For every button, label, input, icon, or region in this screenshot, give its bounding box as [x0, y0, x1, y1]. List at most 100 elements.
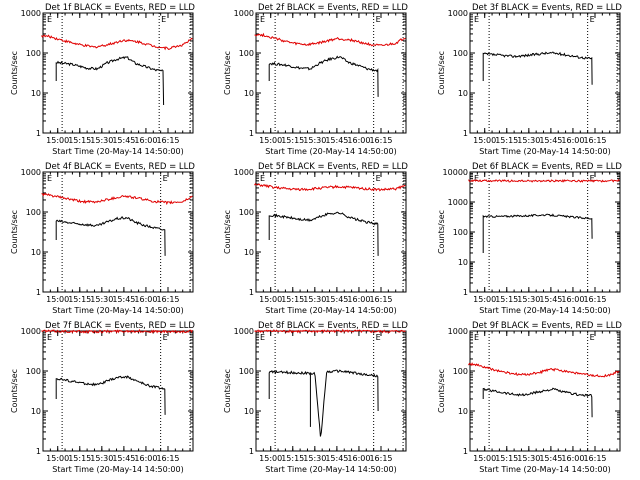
x-tick-label: 16:15	[369, 136, 392, 145]
event-marker: E	[590, 174, 595, 183]
x-tick-label: 15:15	[281, 454, 304, 463]
x-tick-label: 15:45	[325, 295, 348, 304]
y-tick-label: 1	[36, 129, 41, 138]
x-tick-label: 15:00	[473, 295, 496, 304]
y-tick-label: 1	[463, 129, 468, 138]
panel-title: Det 7f BLACK = Events, RED = LLD	[45, 321, 195, 331]
events-series-line	[482, 213, 593, 253]
event-marker: E	[590, 15, 595, 24]
lld-series-line	[41, 34, 193, 51]
x-axis-label: Start Time (20-May-14 14:50:00)	[265, 465, 396, 474]
x-tick-label: 16:15	[156, 136, 179, 145]
detector-panel: Det 4f BLACK = Events, RED = LLD 1 10 100 10…	[10, 162, 195, 315]
y-tick-label: 10000	[443, 168, 468, 177]
x-tick-label: 15:15	[68, 454, 91, 463]
event-marker: E	[474, 333, 479, 342]
event-marker: E	[474, 15, 479, 24]
x-tick-label: 16:00	[347, 136, 370, 145]
x-tick-label: 16:00	[561, 136, 584, 145]
panel-title: Det 8f BLACK = Events, RED = LLD	[258, 321, 408, 331]
y-tick-label: 10	[244, 89, 254, 98]
y-tick-label: 10	[31, 89, 41, 98]
events-series-line	[55, 56, 165, 106]
event-marker: E	[47, 333, 52, 342]
x-tick-label: 15:15	[495, 454, 518, 463]
y-tick-label: 100	[26, 367, 41, 376]
event-marker: E	[376, 174, 381, 183]
y-tick-label: 10	[31, 407, 41, 416]
x-axis-label: Start Time (20-May-14 14:50:00)	[52, 306, 183, 315]
x-tick-label: 15:30	[90, 295, 113, 304]
y-tick-label: 10	[458, 258, 468, 267]
x-tick-label: 16:15	[583, 136, 606, 145]
plot-frame	[255, 330, 407, 452]
detector-panel: Det 3f BLACK = Events, RED = LLD 1 10 100 10…	[437, 3, 622, 156]
x-tick-label: 15:00	[473, 136, 496, 145]
panel-title: Det 1f BLACK = Events, RED = LLD	[45, 3, 195, 13]
x-tick-label: 16:00	[134, 454, 157, 463]
plot-frame	[469, 330, 621, 452]
events-series-line	[268, 55, 379, 97]
x-tick-label: 15:00	[46, 454, 69, 463]
y-tick-label: 100	[239, 49, 254, 58]
x-tick-label: 16:15	[369, 454, 392, 463]
detector-panel: Det 5f BLACK = Events, RED = LLD 1 10 100 10…	[223, 162, 408, 315]
detector-panel: Det 2f BLACK = Events, RED = LLD 1 10 100 10…	[223, 3, 408, 156]
y-tick-label: 10	[458, 407, 468, 416]
y-tick-label: 1	[36, 288, 41, 297]
y-tick-label: 10	[244, 407, 254, 416]
x-tick-label: 15:30	[517, 454, 540, 463]
lld-series-line	[254, 328, 406, 334]
x-tick-label: 16:00	[134, 136, 157, 145]
event-marker: E	[260, 15, 265, 24]
x-tick-label: 15:30	[90, 136, 113, 145]
x-tick-label: 16:00	[347, 454, 370, 463]
x-tick-label: 15:45	[539, 136, 562, 145]
y-tick-label: 1000	[234, 9, 254, 18]
x-tick-label: 15:30	[90, 454, 113, 463]
lld-series-line	[254, 183, 406, 192]
y-tick-label: 100	[26, 208, 41, 217]
y-tick-label: 1000	[448, 9, 468, 18]
lld-series-line	[41, 192, 193, 206]
lld-series-line	[254, 32, 406, 47]
x-axis-label: Start Time (20-May-14 14:50:00)	[265, 147, 396, 156]
y-tick-label: 1000	[21, 168, 41, 177]
x-tick-label: 15:15	[281, 295, 304, 304]
y-tick-label: 1000	[234, 168, 254, 177]
x-axis-label: Start Time (20-May-14 14:50:00)	[52, 147, 183, 156]
y-tick-label: 10	[244, 248, 254, 257]
x-tick-label: 15:45	[325, 454, 348, 463]
x-tick-label: 15:15	[495, 295, 518, 304]
x-tick-label: 15:00	[259, 136, 282, 145]
event-marker: E	[47, 174, 52, 183]
y-axis-label: Counts/sec	[223, 369, 232, 413]
x-tick-label: 15:30	[517, 136, 540, 145]
y-axis-label: Counts/sec	[10, 369, 19, 413]
y-tick-label: 1000	[448, 198, 468, 207]
lld-series-line	[41, 328, 193, 334]
x-tick-label: 16:15	[583, 454, 606, 463]
event-marker: E	[376, 15, 381, 24]
x-tick-label: 16:00	[561, 454, 584, 463]
x-tick-label: 16:15	[369, 295, 392, 304]
event-marker: E	[163, 333, 168, 342]
y-tick-label: 100	[453, 49, 468, 58]
x-tick-label: 15:00	[46, 136, 69, 145]
x-tick-label: 15:00	[46, 295, 69, 304]
x-tick-label: 15:45	[112, 295, 135, 304]
event-marker: E	[590, 333, 595, 342]
y-axis-label: Counts/sec	[10, 51, 19, 95]
y-tick-label: 10	[458, 89, 468, 98]
y-tick-label: 1	[36, 447, 41, 456]
plot-frame	[42, 171, 194, 293]
y-tick-label: 1	[463, 447, 468, 456]
x-tick-label: 15:15	[68, 136, 91, 145]
detector-panel: Det 8f BLACK = Events, RED = LLD 1 10 100 10…	[223, 321, 408, 474]
y-axis-label: Counts/sec	[223, 51, 232, 95]
event-marker: E	[260, 174, 265, 183]
x-tick-label: 15:45	[539, 454, 562, 463]
x-tick-label: 15:45	[325, 136, 348, 145]
y-axis-label: Counts/sec	[437, 51, 446, 95]
